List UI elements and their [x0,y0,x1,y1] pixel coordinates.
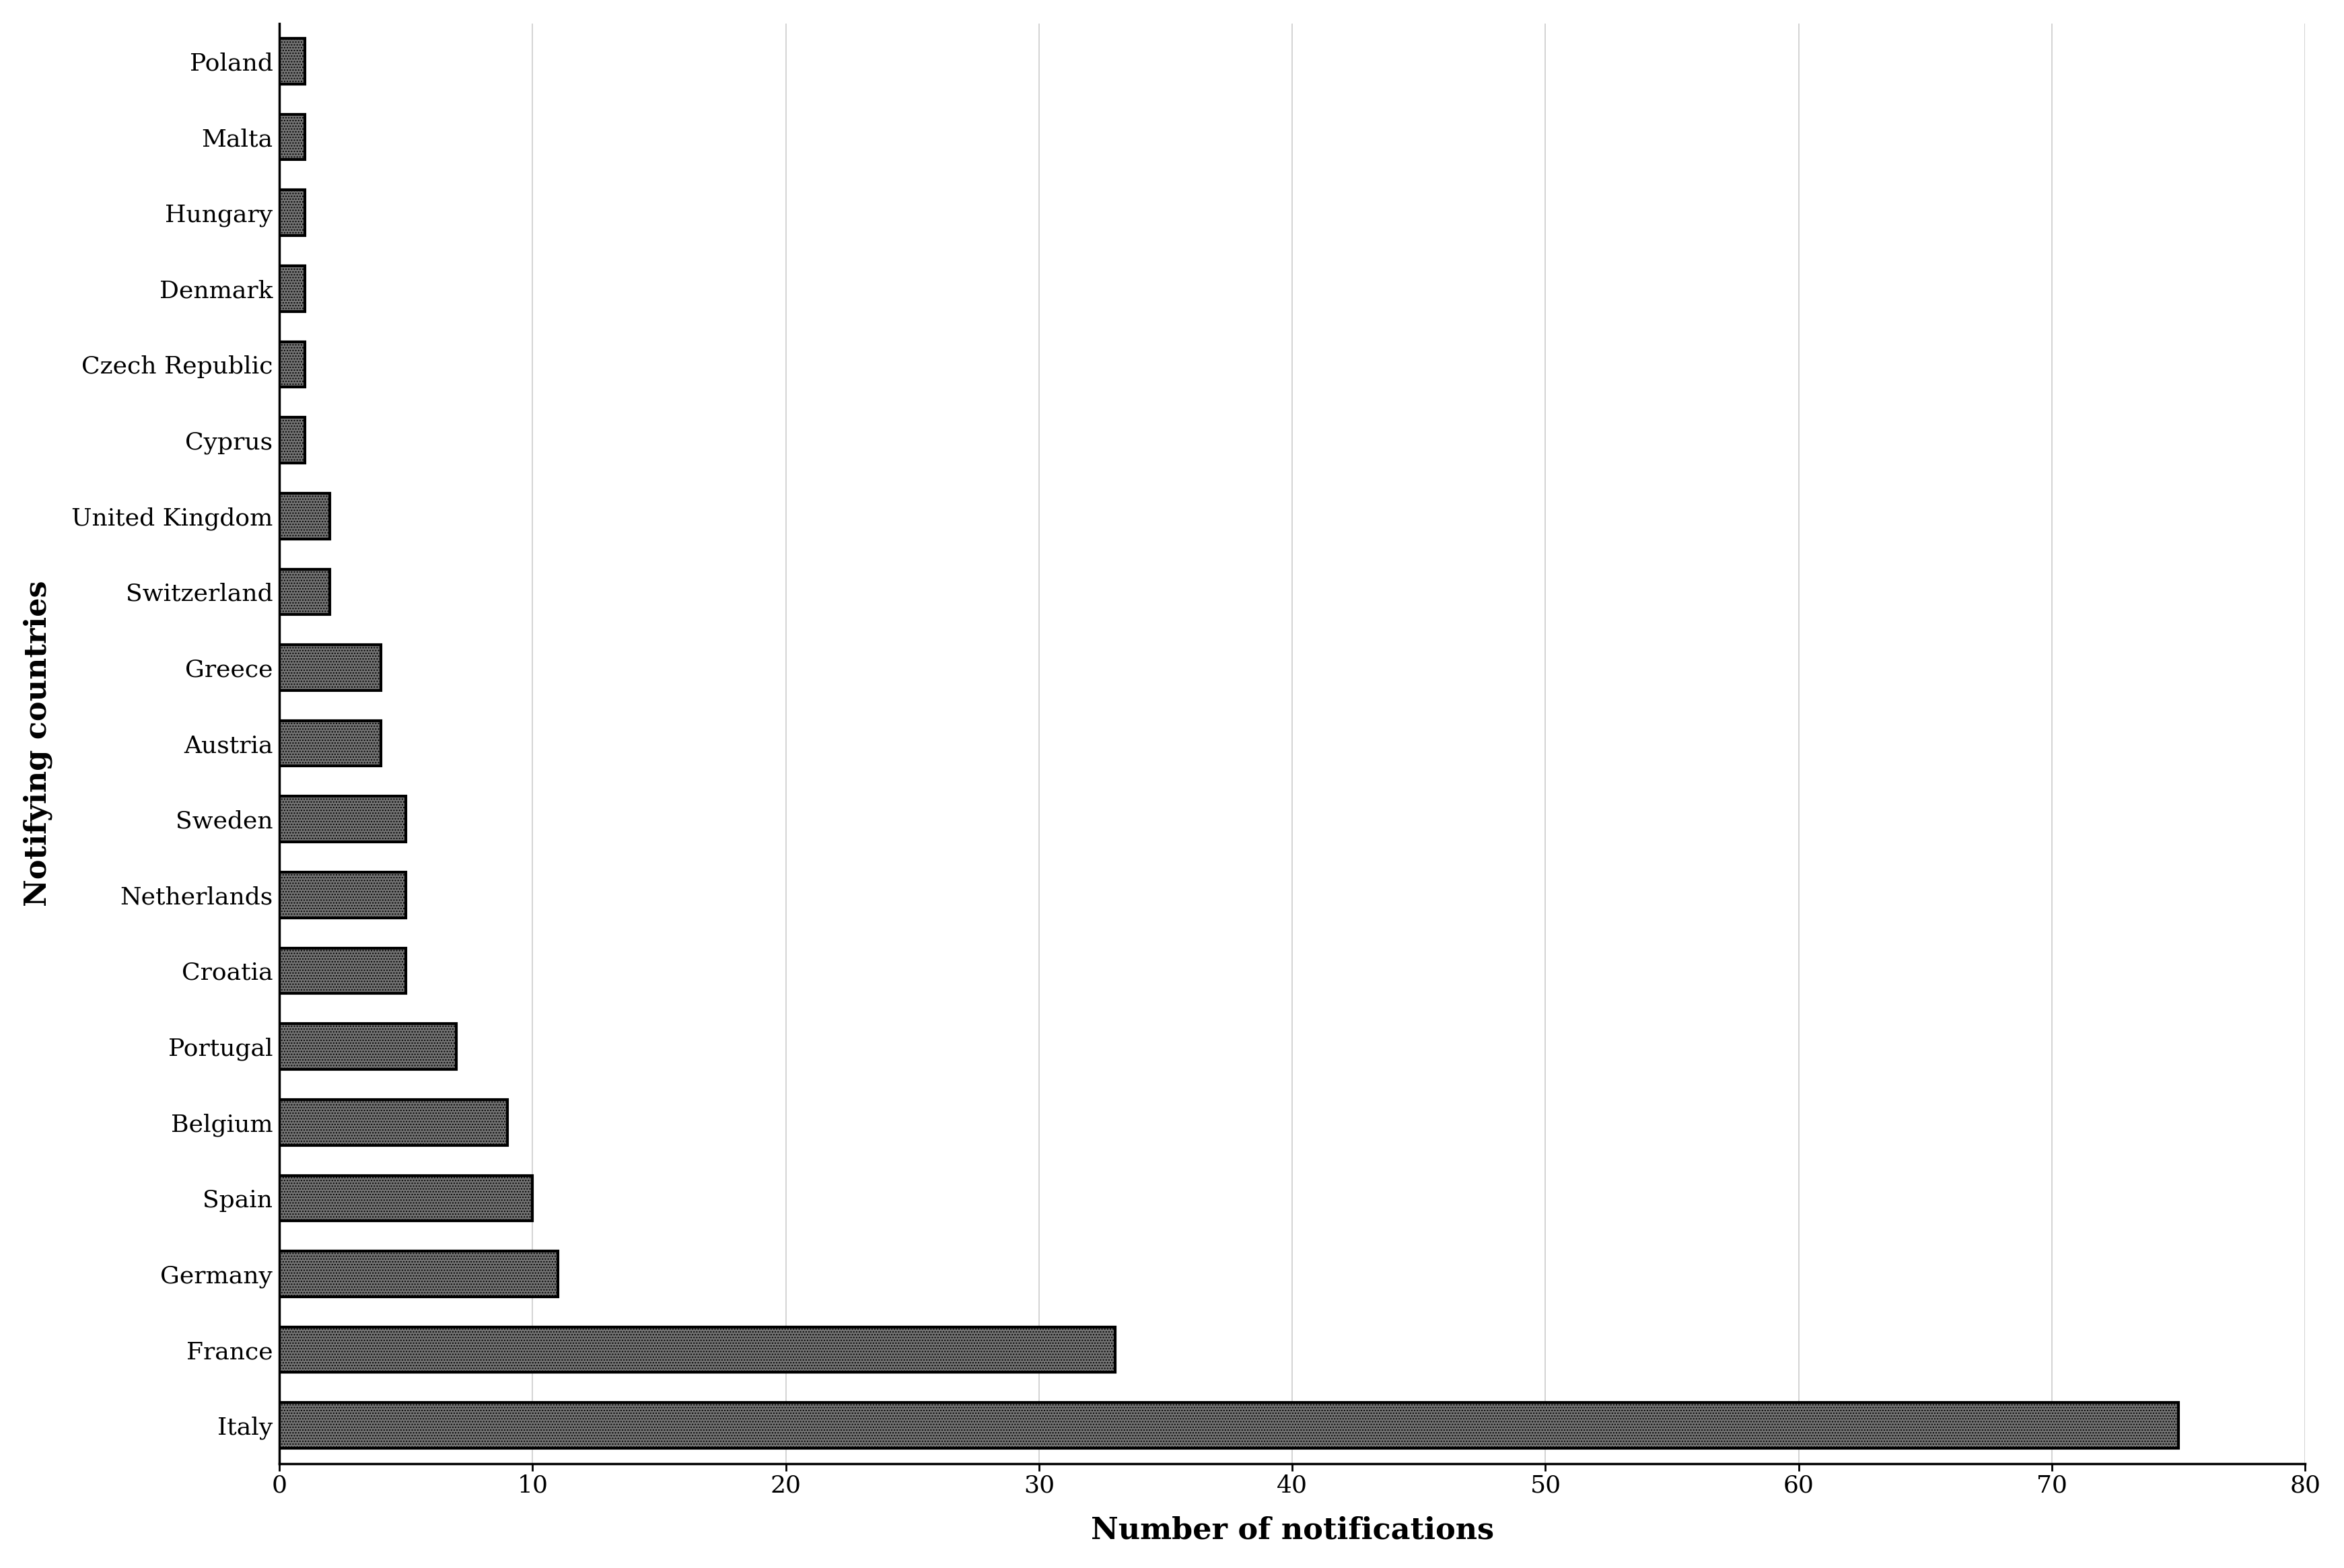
Bar [279,1327,1116,1372]
Bar [279,1099,506,1145]
Bar [279,190,305,235]
Bar [279,721,380,767]
Bar [279,569,331,615]
Bar [279,114,305,160]
Bar [279,417,305,463]
Bar [279,1024,457,1069]
Bar [279,39,305,85]
Bar [279,949,406,994]
Bar [279,494,331,539]
Bar [279,1251,558,1297]
X-axis label: Number of notifications: Number of notifications [1090,1516,1493,1544]
Bar [279,1176,532,1221]
Bar [279,644,380,690]
Bar [279,1403,2178,1449]
Bar [279,267,305,312]
Y-axis label: Notifying countries: Notifying countries [23,580,52,906]
Bar [279,872,406,917]
Bar [279,342,305,387]
Bar [279,797,406,842]
